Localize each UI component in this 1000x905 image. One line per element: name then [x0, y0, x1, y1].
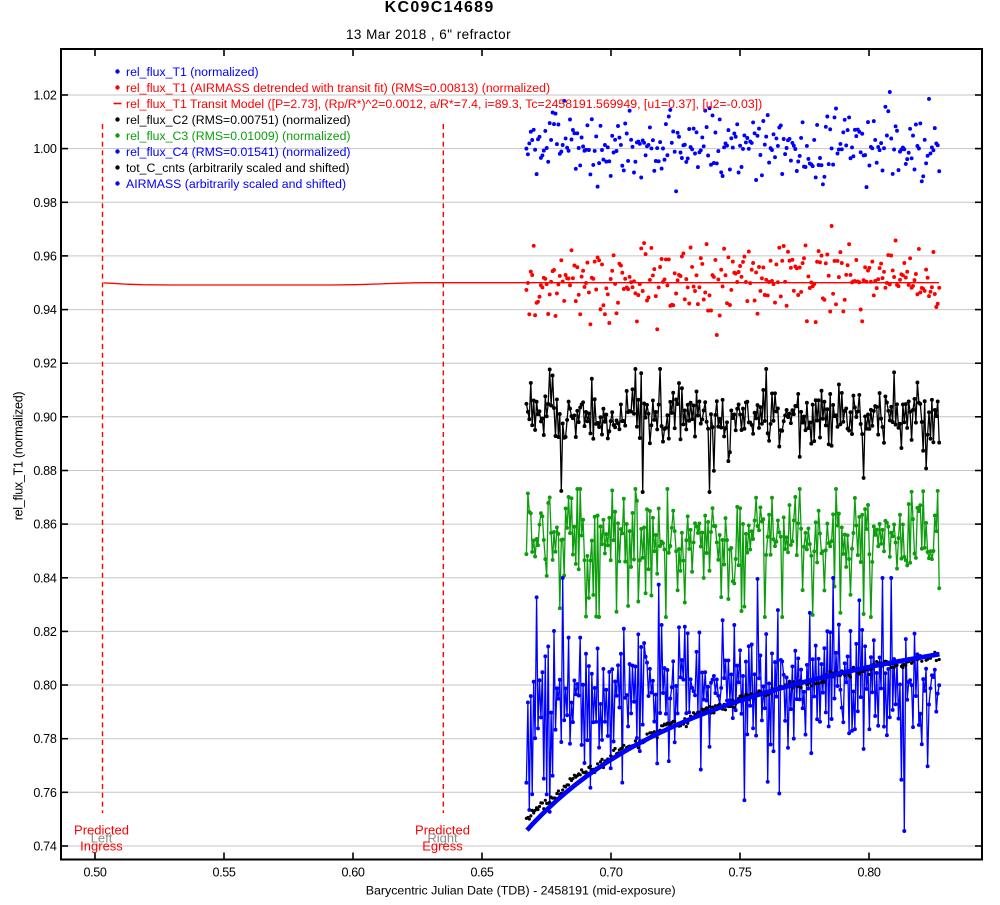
svg-text:Left: Left: [91, 831, 113, 846]
svg-text:0.92: 0.92: [33, 357, 56, 371]
svg-text:Predicted: Predicted: [74, 823, 129, 838]
svg-text:0.82: 0.82: [33, 625, 56, 639]
svg-text:13 Mar 2018 , 6" refractor: 13 Mar 2018 , 6" refractor: [346, 27, 511, 42]
svg-text:0.76: 0.76: [33, 786, 56, 800]
svg-text:0.98: 0.98: [33, 196, 56, 210]
svg-text:Egress: Egress: [422, 839, 463, 854]
svg-text:0.75: 0.75: [728, 866, 751, 880]
svg-text:rel_flux_C4 (RMS=0.01541) (nor: rel_flux_C4 (RMS=0.01541) (normalized): [126, 145, 351, 159]
svg-text:Ingress: Ingress: [80, 839, 123, 854]
svg-text:0.78: 0.78: [33, 732, 56, 746]
svg-text:AIRMASS (arbitrarily scaled an: AIRMASS (arbitrarily scaled and shifted): [126, 177, 346, 191]
svg-text:rel_flux_T1 (normalized): rel_flux_T1 (normalized): [12, 392, 26, 521]
svg-text:Barycentric Julian Date (TDB): Barycentric Julian Date (TDB) - 2458191 …: [366, 884, 676, 898]
svg-text:0.65: 0.65: [470, 866, 493, 880]
svg-text:0.90: 0.90: [33, 410, 56, 424]
svg-text:Right: Right: [427, 831, 458, 846]
svg-text:1.00: 1.00: [33, 142, 56, 156]
svg-text:0.84: 0.84: [33, 571, 56, 585]
svg-text:rel_flux_T1 Transit Model ([P=: rel_flux_T1 Transit Model ([P=2.73], (Rp…: [126, 97, 762, 111]
svg-text:0.88: 0.88: [33, 464, 56, 478]
svg-text:0.96: 0.96: [33, 249, 56, 263]
svg-text:0.55: 0.55: [212, 866, 235, 880]
svg-text:1.02: 1.02: [33, 89, 56, 103]
svg-text:0.94: 0.94: [33, 303, 56, 317]
svg-text:rel_flux_T1 (normalized): rel_flux_T1 (normalized): [126, 65, 259, 79]
svg-text:rel_flux_C3 (RMS=0.01009) (nor: rel_flux_C3 (RMS=0.01009) (normalized): [126, 129, 351, 143]
svg-text:rel_flux_C2 (RMS=0.00751) (nor: rel_flux_C2 (RMS=0.00751) (normalized): [126, 113, 351, 127]
svg-text:0.86: 0.86: [33, 518, 56, 532]
svg-text:0.74: 0.74: [33, 840, 56, 854]
svg-text:0.50: 0.50: [83, 866, 106, 880]
svg-text:Predicted: Predicted: [415, 823, 470, 838]
svg-text:0.70: 0.70: [599, 866, 622, 880]
svg-text:KC09C14689: KC09C14689: [385, 0, 495, 16]
svg-text:0.60: 0.60: [341, 866, 364, 880]
svg-text:0.80: 0.80: [33, 679, 56, 693]
svg-text:0.80: 0.80: [857, 866, 880, 880]
svg-text:tot_C_cnts (arbitrarily scaled: tot_C_cnts (arbitrarily scaled and shift…: [126, 161, 350, 175]
svg-text:rel_flux_T1 (AIRMASS detrended: rel_flux_T1 (AIRMASS detrended with tran…: [126, 81, 550, 95]
